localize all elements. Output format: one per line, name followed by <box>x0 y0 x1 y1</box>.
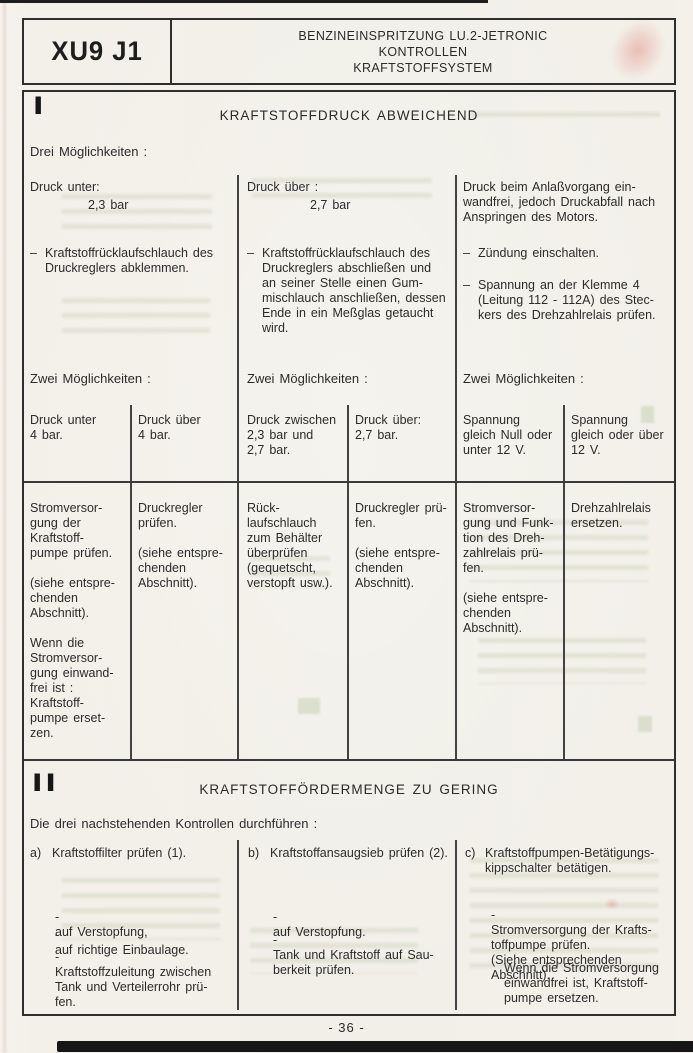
action-cell: Stromversor- gung der Kraftstoff- pumpe … <box>30 501 115 740</box>
engine-code-cell: XU9 J1 <box>24 20 172 83</box>
check-item: Tank und Kraftstoff auf Sau- berkeit prü… <box>273 948 434 977</box>
condition-label: Druck über : <box>247 180 319 194</box>
check-item: Stromversorgung der Krafts- toffpumpe pr… <box>491 923 652 982</box>
check-item: auf richtige Einbaulage. <box>55 943 189 957</box>
action-cell: Rück- laufschlauch zum Behälter überprüf… <box>247 501 333 590</box>
title-line-1: BENZINEINSPRITZUNG LU.2-JETRONIC <box>298 28 548 43</box>
section-divider <box>24 759 674 761</box>
row-divider <box>24 481 674 483</box>
condition-text: Druck beim Anlaßvorgang ein- wandfrei, j… <box>463 180 656 224</box>
bleedthrough-ghost <box>62 194 212 236</box>
two-possibilities-label: Zwei Möglichkeiten : <box>30 371 151 386</box>
paper-crease <box>3 0 6 1053</box>
bleedthrough-ghost <box>478 638 646 684</box>
dash-bullet: – <box>463 246 470 260</box>
column-divider <box>455 175 457 759</box>
scan-top-edge <box>0 0 488 3</box>
section-1-title: KRAFTSTOFFDRUCK ABWEICHEND <box>219 108 479 123</box>
column-divider <box>455 840 457 1010</box>
dash-bullet: - <box>273 933 278 947</box>
document-title: BENZINEINSPRITZUNG LU.2-JETRONIC KONTROL… <box>172 20 674 83</box>
subcolumn-divider <box>347 405 349 759</box>
title-line-3: KRAFTSTOFFSYSTEM <box>353 60 493 75</box>
action-cell: Druckregler prü- fen. (siehe entspre- ch… <box>355 501 447 590</box>
check-heading: Kraftstoffilter prüfen (1). <box>52 846 187 860</box>
column-divider <box>237 175 239 759</box>
title-line-2: KONTROLLEN <box>378 44 468 59</box>
red-smudge-small <box>604 898 620 910</box>
dash-bullet: - <box>55 928 60 942</box>
bleedthrough-ghost <box>470 858 658 978</box>
check-step: Zündung einschalten. <box>478 246 600 260</box>
check-item: auf Verstopfung. <box>273 925 366 939</box>
item-letter: b) <box>248 846 260 860</box>
dash-bullet: – <box>247 246 254 260</box>
case-cell: Druck über: 2,7 bar. <box>355 413 422 442</box>
section-1-intro: Drei Möglichkeiten : <box>30 144 148 159</box>
dash-bullet: - <box>55 950 60 964</box>
check-item: Wenn die Stromversorgung einwandfrei ist… <box>504 961 659 1005</box>
page-number: - 36 - <box>328 1020 365 1035</box>
check-heading: Kraftstoffpumpen-Betätigungs- kippschalt… <box>485 846 655 875</box>
dash-bullet: - <box>55 910 60 924</box>
bleedthrough-ghost <box>252 178 432 208</box>
subcolumn-divider <box>130 405 132 759</box>
check-step: Kraftstoffrücklaufschlauch des Druckregl… <box>262 246 446 335</box>
troubleshooting-table-frame: I KRAFTSTOFFDRUCK ABWEICHEND Drei Möglic… <box>22 90 676 1016</box>
condition-value: 2,3 bar <box>88 198 129 212</box>
bleedthrough-ghost <box>62 878 220 940</box>
dash-bullet: – <box>463 278 470 292</box>
action-cell: Stromversor- gung und Funk- tion des Dre… <box>463 501 554 635</box>
bleedthrough-numeral-ghost <box>641 406 654 423</box>
dash-bullet: - <box>273 910 278 924</box>
case-cell: Spannung gleich oder über 12 V. <box>571 413 664 457</box>
section-2-intro: Die drei nachstehenden Kontrollen durchf… <box>30 816 318 831</box>
bleedthrough-ghost <box>250 556 330 588</box>
section-2-title: KRAFTSTOFFÖRDERMENGE ZU GERING <box>199 782 499 797</box>
bleedthrough-numeral-ghost <box>638 716 652 732</box>
two-possibilities-label: Zwei Möglichkeiten : <box>463 371 584 386</box>
condition-label: Druck unter: <box>30 180 100 194</box>
dash-bullet: - <box>491 908 496 922</box>
action-cell: Druckregler prüfen. (siehe entspre- chen… <box>138 501 223 590</box>
check-step: Spannung an der Klemme 4 (Leitung 112 - … <box>478 278 656 322</box>
bleedthrough-ghost <box>250 928 418 974</box>
bleedthrough-ghost <box>470 520 648 582</box>
check-heading: Kraftstoffansaugsieb prüfen (2). <box>270 846 448 860</box>
item-letter: c) <box>465 846 476 860</box>
case-cell: Druck über 4 bar. <box>138 413 201 442</box>
two-possibilities-label: Zwei Möglichkeiten : <box>247 371 368 386</box>
bleedthrough-ghost <box>62 298 210 342</box>
case-cell: Druck unter 4 bar. <box>30 413 97 442</box>
bleedthrough-numeral-ghost <box>298 698 320 714</box>
action-cell: Drehzahlrelais ersetzen. <box>571 501 651 530</box>
scan-bottom-edge <box>57 1041 693 1052</box>
page-header: XU9 J1 BENZINEINSPRITZUNG LU.2-JETRONIC … <box>22 18 676 85</box>
item-letter: a) <box>30 846 42 860</box>
dash-bullet: – <box>30 246 37 260</box>
column-divider <box>237 840 239 1010</box>
section-1-marker: I <box>33 92 47 120</box>
case-cell: Spannung gleich Null oder unter 12 V. <box>463 413 553 457</box>
section-2-marker: II <box>32 769 59 797</box>
subcolumn-divider <box>563 405 565 759</box>
engine-code: XU9 J1 <box>51 36 143 66</box>
case-cell: Druck zwischen 2,3 bar und 2,7 bar. <box>247 413 337 457</box>
condition-value: 2,7 bar <box>310 198 351 212</box>
bleedthrough-ghost <box>470 112 660 126</box>
check-step: Kraftstoffrücklaufschlauch des Druckregl… <box>45 246 214 275</box>
check-item: auf Verstopfung, <box>55 925 148 939</box>
check-item: Kraftstoffzuleitung zwischen Tank und Ve… <box>55 965 212 1009</box>
